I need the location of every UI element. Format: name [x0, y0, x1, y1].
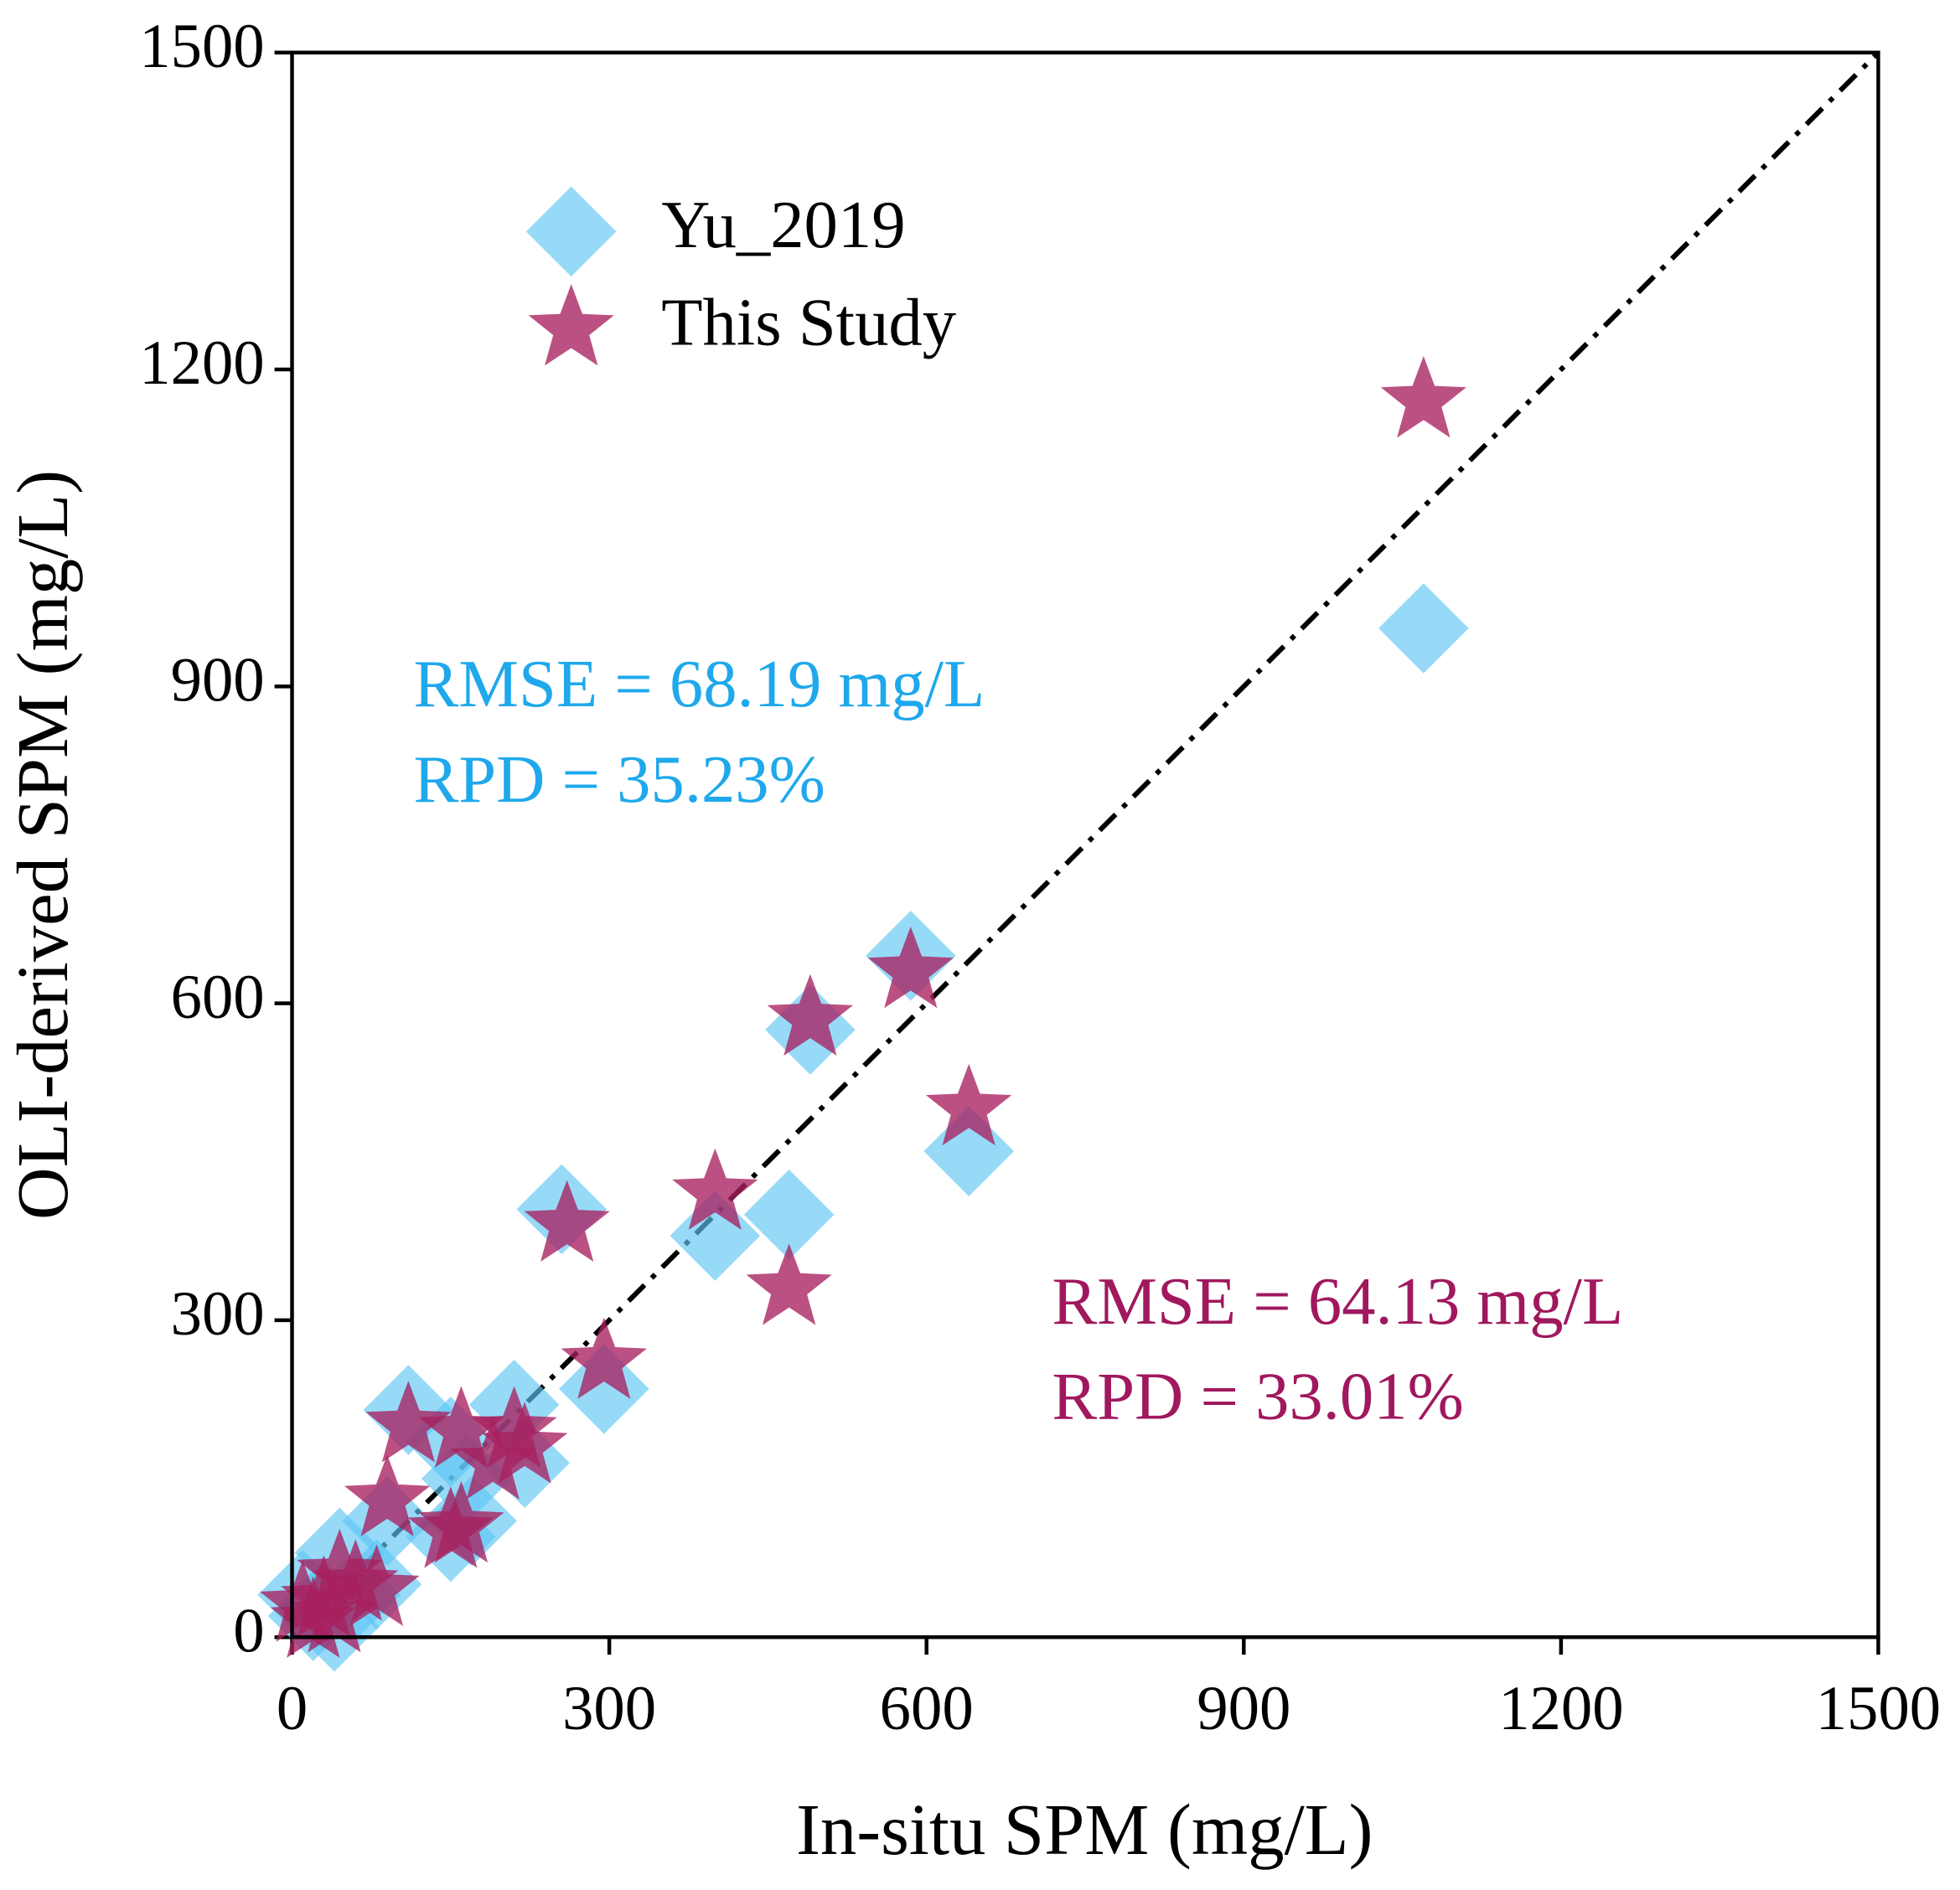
data-point: [471, 1386, 557, 1468]
y-tick-label: 0: [233, 1596, 264, 1665]
data-point: [524, 1180, 610, 1262]
x-tick-label: 1200: [1498, 1674, 1623, 1743]
annotation: RMSE = 68.19 mg/L: [413, 647, 985, 721]
x-tick-label: 0: [277, 1674, 308, 1743]
data-point: [767, 973, 854, 1056]
one-to-one-line: [290, 50, 1880, 1640]
data-point: [259, 1560, 346, 1642]
x-tick-label: 300: [562, 1674, 656, 1743]
plot-frame: [290, 50, 1880, 1640]
y-tick-label: 900: [171, 645, 265, 715]
x-tick-label: 1500: [1816, 1674, 1941, 1743]
data-point: [418, 1386, 504, 1468]
data-point: [291, 1571, 378, 1653]
y-tick-label: 300: [171, 1279, 265, 1349]
x-axis-title: In-situ SPM (mg/L): [796, 1789, 1373, 1870]
data-point: [344, 1454, 431, 1536]
legend-label: Yu_2019: [661, 188, 905, 262]
y-tick-label: 1500: [139, 12, 264, 81]
data-point: [313, 1539, 399, 1621]
x-tick-label: 600: [880, 1674, 974, 1743]
legend-marker: [525, 186, 617, 277]
data-point: [365, 1381, 452, 1463]
data-point: [1378, 583, 1469, 674]
y-tick-label: 600: [171, 963, 265, 1032]
data-point: [672, 1148, 758, 1231]
legend-label: This Study: [661, 285, 956, 359]
data-point: [450, 1418, 536, 1500]
data-point: [482, 1402, 568, 1484]
annotation: RPD = 33.01%: [1052, 1359, 1463, 1433]
y-axis-title: OLI-derived SPM (mg/L): [3, 470, 83, 1220]
data-point: [1380, 356, 1466, 438]
legend-marker: [528, 284, 614, 366]
x-tick-label: 900: [1197, 1674, 1290, 1743]
annotation: RPD = 35.23%: [413, 742, 825, 817]
data-point: [418, 1481, 504, 1563]
y-tick-label: 1200: [139, 328, 264, 398]
data-point: [746, 1243, 832, 1325]
data-point: [925, 1063, 1012, 1146]
data-point: [561, 1317, 647, 1399]
annotation: RMSE = 64.13 mg/L: [1052, 1264, 1623, 1339]
data-point: [867, 927, 954, 1009]
